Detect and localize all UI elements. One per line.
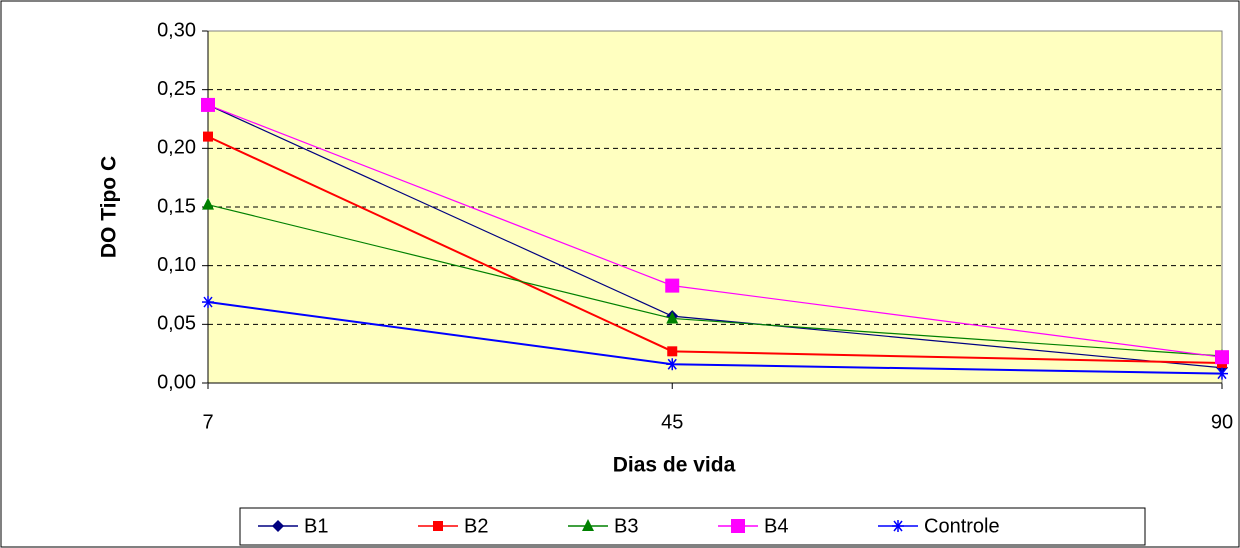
x-tick-label: 90 bbox=[1211, 411, 1233, 433]
legend-label: B3 bbox=[614, 515, 638, 537]
marker-shape bbox=[582, 519, 594, 531]
y-tick-label: 0,25 bbox=[157, 78, 196, 100]
y-axis-title: DO Tipo C bbox=[98, 156, 121, 258]
y-tick-label: 0,15 bbox=[157, 195, 196, 217]
marker bbox=[202, 197, 214, 210]
marker bbox=[201, 97, 215, 112]
marker-shape bbox=[203, 131, 213, 142]
y-tick-label: 0,00 bbox=[157, 371, 196, 393]
y-tick-label: 0,20 bbox=[157, 137, 196, 159]
y-tick-label: 0,10 bbox=[157, 254, 196, 276]
legend-label: B1 bbox=[304, 515, 328, 537]
legend-label: Controle bbox=[924, 515, 1000, 537]
x-tick-label: 7 bbox=[202, 411, 213, 433]
marker-shape bbox=[272, 520, 284, 532]
marker bbox=[1215, 350, 1229, 365]
x-tick-label: 45 bbox=[661, 411, 683, 433]
marker-shape bbox=[665, 278, 680, 293]
legend-label: B2 bbox=[464, 515, 488, 537]
marker bbox=[272, 520, 284, 532]
legend bbox=[239, 507, 1146, 546]
marker-shape bbox=[202, 197, 214, 210]
legend-label: B4 bbox=[764, 515, 788, 537]
marker bbox=[1216, 367, 1228, 380]
marker-shape bbox=[731, 519, 745, 533]
marker bbox=[667, 346, 678, 357]
y-tick-label: 0,30 bbox=[157, 19, 196, 41]
marker bbox=[582, 519, 594, 531]
marker bbox=[731, 519, 745, 533]
x-axis-title: Dias de vida bbox=[613, 454, 736, 477]
marker-shape bbox=[1215, 350, 1229, 365]
marker-shape bbox=[667, 346, 678, 357]
y-tick-label: 0,05 bbox=[157, 313, 196, 335]
marker bbox=[202, 296, 214, 309]
marker bbox=[203, 131, 213, 142]
marker bbox=[666, 358, 679, 371]
marker bbox=[665, 278, 680, 293]
marker-shape bbox=[666, 311, 679, 324]
marker-shape bbox=[201, 97, 215, 112]
marker bbox=[892, 520, 904, 532]
marker-shape bbox=[433, 521, 443, 531]
marker bbox=[433, 521, 443, 531]
marker bbox=[666, 311, 679, 324]
